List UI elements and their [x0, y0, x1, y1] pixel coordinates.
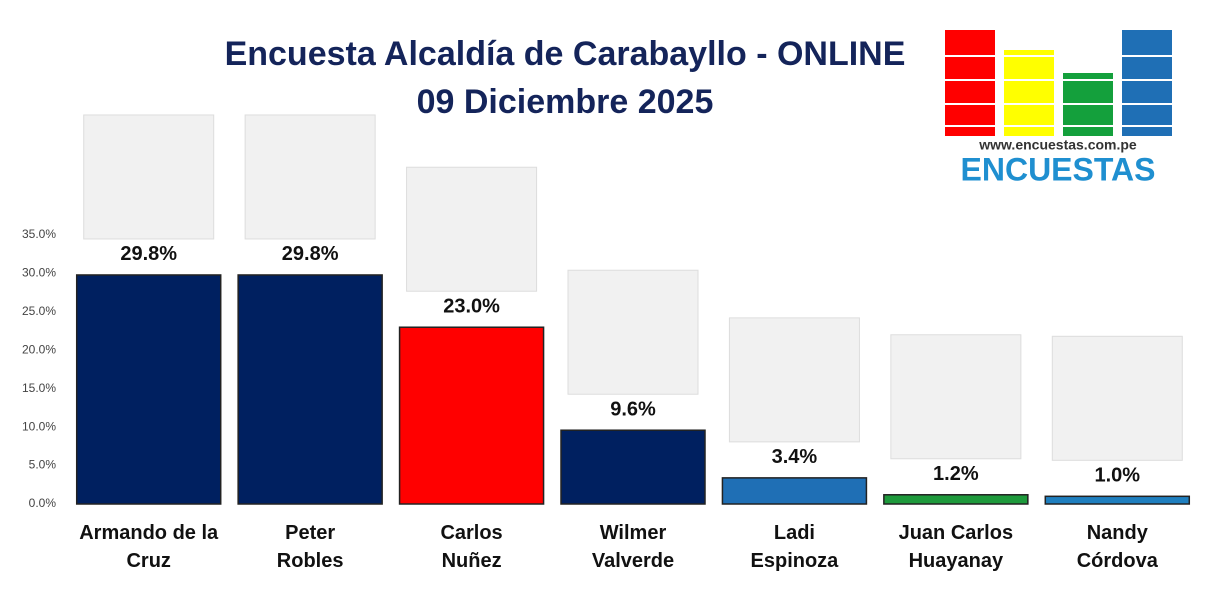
value-label: 3.4%	[772, 446, 818, 468]
candidate-photo	[567, 269, 699, 395]
y-tick-label: 5.0%	[29, 458, 57, 472]
x-tick-label: Juan Carlos Huayanay	[898, 522, 1014, 572]
bar	[398, 326, 545, 505]
y-tick-label: 30.0%	[22, 266, 56, 280]
logo-bar	[945, 30, 995, 136]
chart-subtitle: 09 Diciembre 2025	[417, 83, 714, 121]
y-tick-label: 0.0%	[29, 496, 57, 510]
logo: www.encuestas.com.pe ENCUESTAS	[945, 30, 1172, 187]
y-tick-label: 10.0%	[22, 419, 56, 433]
y-tick-label: 15.0%	[22, 381, 56, 395]
candidate-photo	[890, 334, 1022, 460]
x-tick-label: Ladi Espinoza	[750, 522, 839, 572]
bar	[237, 274, 383, 505]
value-label: 9.6%	[610, 398, 656, 420]
value-label: 29.8%	[120, 243, 177, 265]
bar	[560, 429, 706, 505]
logo-bar	[1004, 50, 1054, 136]
chart-title: Encuesta Alcaldía de Carabayllo - ONLINE	[225, 35, 906, 73]
bar	[883, 494, 1029, 505]
logo-name: ENCUESTAS	[961, 151, 1156, 187]
y-tick-label: 35.0%	[22, 227, 56, 241]
bar	[1044, 495, 1191, 505]
candidate-photo	[83, 114, 215, 240]
value-label: 1.2%	[933, 463, 979, 485]
y-tick-label: 20.0%	[22, 342, 56, 356]
x-tick-label: Armando de la Cruz	[79, 522, 219, 572]
x-tick-label: Wilmer Valverde	[591, 522, 675, 572]
candidate-photo	[244, 114, 376, 240]
bar	[721, 477, 868, 505]
x-tick-label: Peter Robles	[276, 522, 344, 572]
candidate-photo	[728, 317, 860, 443]
value-label: 23.0%	[443, 296, 500, 318]
value-label: 29.8%	[282, 243, 339, 265]
candidate-photo	[1051, 335, 1183, 461]
logo-url: www.encuestas.com.pe	[978, 137, 1137, 153]
x-tick-label: Nandy Córdova	[1076, 522, 1158, 572]
y-tick-label: 25.0%	[22, 304, 56, 318]
bar	[75, 274, 222, 505]
candidate-photo	[406, 166, 538, 292]
logo-bar	[1122, 30, 1172, 136]
x-tick-label: Carlos Nuñez	[440, 522, 503, 572]
value-label: 1.0%	[1094, 465, 1140, 487]
logo-lines	[945, 55, 1172, 127]
